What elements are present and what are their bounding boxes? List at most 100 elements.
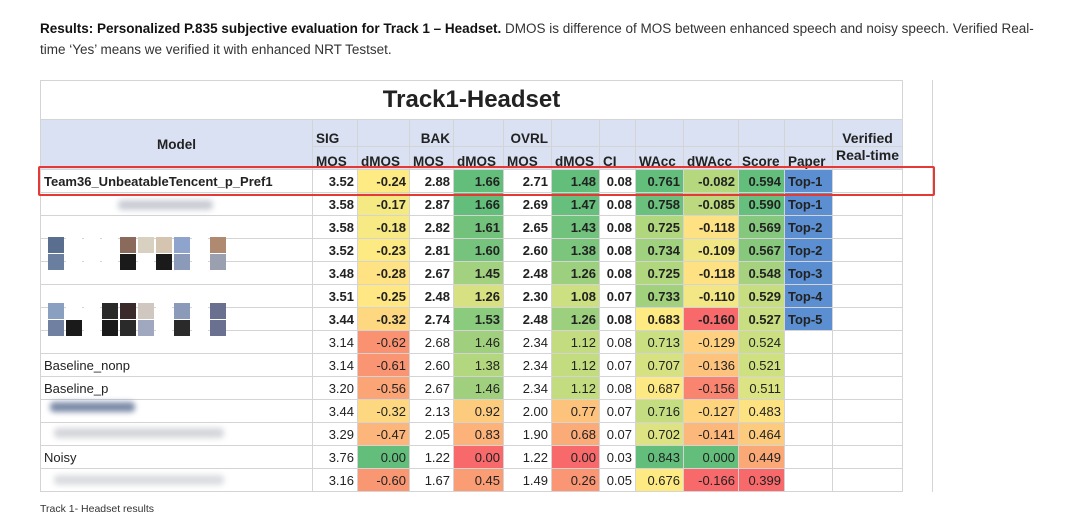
value-cell: 1.45 <box>453 261 504 285</box>
value-cell: 2.13 <box>409 399 454 423</box>
redaction-mosaic <box>48 320 226 336</box>
paper-cell: Top-3 <box>784 261 833 285</box>
paper-cell <box>784 468 833 492</box>
table-row: 3.58 -0.17 2.87 1.66 2.69 1.47 0.08 0.758 -0.085… <box>40 192 904 216</box>
value-cell: -0.085 <box>683 192 739 216</box>
value-cell: 1.60 <box>453 238 504 262</box>
paper-cell: Top-5 <box>784 307 833 331</box>
header-ovrl: OVRL <box>503 119 552 147</box>
value-cell: 0.567 <box>738 238 785 262</box>
value-cell: 1.43 <box>551 215 600 239</box>
value-cell: 2.67 <box>409 376 454 400</box>
model-name-cell: Baseline_nonp <box>40 353 313 377</box>
value-cell: 2.82 <box>409 215 454 239</box>
value-cell: 0.07 <box>599 284 636 308</box>
value-cell: 0.676 <box>635 468 684 492</box>
value-cell: 2.05 <box>409 422 454 446</box>
paper-cell <box>784 353 833 377</box>
model-name-cell <box>40 215 313 239</box>
value-cell: 0.45 <box>453 468 504 492</box>
table-row: Baseline_nonp 3.14 -0.61 2.60 1.38 2.34 1.12 0.… <box>40 353 904 377</box>
value-cell: 1.61 <box>453 215 504 239</box>
value-cell: 2.30 <box>503 284 552 308</box>
value-cell: 3.20 <box>312 376 358 400</box>
redaction-smudge <box>54 428 224 438</box>
value-cell: 0.03 <box>599 445 636 469</box>
value-cell: -0.17 <box>357 192 410 216</box>
paper-cell <box>784 399 833 423</box>
value-cell: -0.109 <box>683 238 739 262</box>
value-cell: 0.483 <box>738 399 785 423</box>
value-cell: 1.90 <box>503 422 552 446</box>
table-row: 3.51 -0.25 2.48 1.26 2.30 1.08 0.07 0.733 -0.110… <box>40 284 904 308</box>
value-cell: 1.48 <box>551 169 600 193</box>
verified-cell <box>831 399 904 423</box>
intro-text: DMOS is difference of MOS between enhanc… <box>40 21 1034 57</box>
value-cell: 0.08 <box>599 376 636 400</box>
value-cell: 1.49 <box>503 468 552 492</box>
verified-cell <box>831 422 904 446</box>
value-cell: 1.12 <box>551 376 600 400</box>
value-cell: 3.29 <box>312 422 358 446</box>
redaction-mosaic <box>48 254 226 270</box>
paper-cell <box>784 422 833 446</box>
value-cell: 0.26 <box>551 468 600 492</box>
value-cell: 0.758 <box>635 192 684 216</box>
value-cell: 1.38 <box>453 353 504 377</box>
value-cell: 0.92 <box>453 399 504 423</box>
table-row: 3.14 -0.62 2.68 1.46 2.34 1.12 0.08 0.713 -0.129… <box>40 330 904 354</box>
value-cell: 0.569 <box>738 215 785 239</box>
value-cell: -0.28 <box>357 261 410 285</box>
value-cell: 1.66 <box>453 192 504 216</box>
value-cell: 0.08 <box>599 330 636 354</box>
value-cell: -0.166 <box>683 468 739 492</box>
value-cell: 2.48 <box>503 307 552 331</box>
value-cell: 0.05 <box>599 468 636 492</box>
verified-cell <box>831 192 904 216</box>
value-cell: 3.44 <box>312 307 358 331</box>
value-cell: 2.65 <box>503 215 552 239</box>
value-cell: 0.399 <box>738 468 785 492</box>
value-cell: 2.48 <box>409 284 454 308</box>
sheet-title: Track1-Headset <box>39 80 904 120</box>
model-name-cell: Team36_UnbeatableTencent_p_Pref1 <box>40 169 313 193</box>
sheet-right-border <box>932 80 933 492</box>
value-cell: -0.32 <box>357 399 410 423</box>
value-cell: 3.51 <box>312 284 358 308</box>
model-name-cell: Noisy <box>40 445 313 469</box>
value-cell: 0.08 <box>599 307 636 331</box>
value-cell: 0.725 <box>635 215 684 239</box>
value-cell: 2.60 <box>409 353 454 377</box>
verified-cell <box>831 376 904 400</box>
highlight-box <box>38 166 935 196</box>
value-cell: 0.707 <box>635 353 684 377</box>
value-cell: 0.524 <box>738 330 785 354</box>
value-cell: 1.26 <box>551 307 600 331</box>
value-cell: 0.07 <box>599 353 636 377</box>
value-cell: -0.62 <box>357 330 410 354</box>
value-cell: 3.14 <box>312 330 358 354</box>
value-cell: -0.47 <box>357 422 410 446</box>
value-cell: 0.843 <box>635 445 684 469</box>
value-cell: 0.08 <box>599 169 636 193</box>
value-cell: 0.529 <box>738 284 785 308</box>
value-cell: 3.44 <box>312 399 358 423</box>
verified-cell <box>831 238 904 262</box>
results-table: Track1-Headset Model SIG BAK OVRL Verifi… <box>39 80 904 492</box>
verified-cell <box>831 353 904 377</box>
paper-cell: Top-2 <box>784 238 833 262</box>
header-row-1: Model SIG BAK OVRL Verified <box>40 119 904 170</box>
value-cell: 0.687 <box>635 376 684 400</box>
verified-cell <box>831 261 904 285</box>
value-cell: -0.25 <box>357 284 410 308</box>
paper-cell: Top-2 <box>784 215 833 239</box>
value-cell: 0.449 <box>738 445 785 469</box>
intro-bold: Results: Personalized P.835 subjective e… <box>40 21 502 36</box>
value-cell: 0.683 <box>635 307 684 331</box>
value-cell: -0.118 <box>683 215 739 239</box>
verified-cell <box>831 445 904 469</box>
header-model: Model <box>40 119 313 170</box>
table-row: 3.44 -0.32 2.13 0.92 2.00 0.77 0.07 0.716 -0.127… <box>40 399 904 423</box>
value-cell: 1.47 <box>551 192 600 216</box>
value-cell: 1.22 <box>409 445 454 469</box>
